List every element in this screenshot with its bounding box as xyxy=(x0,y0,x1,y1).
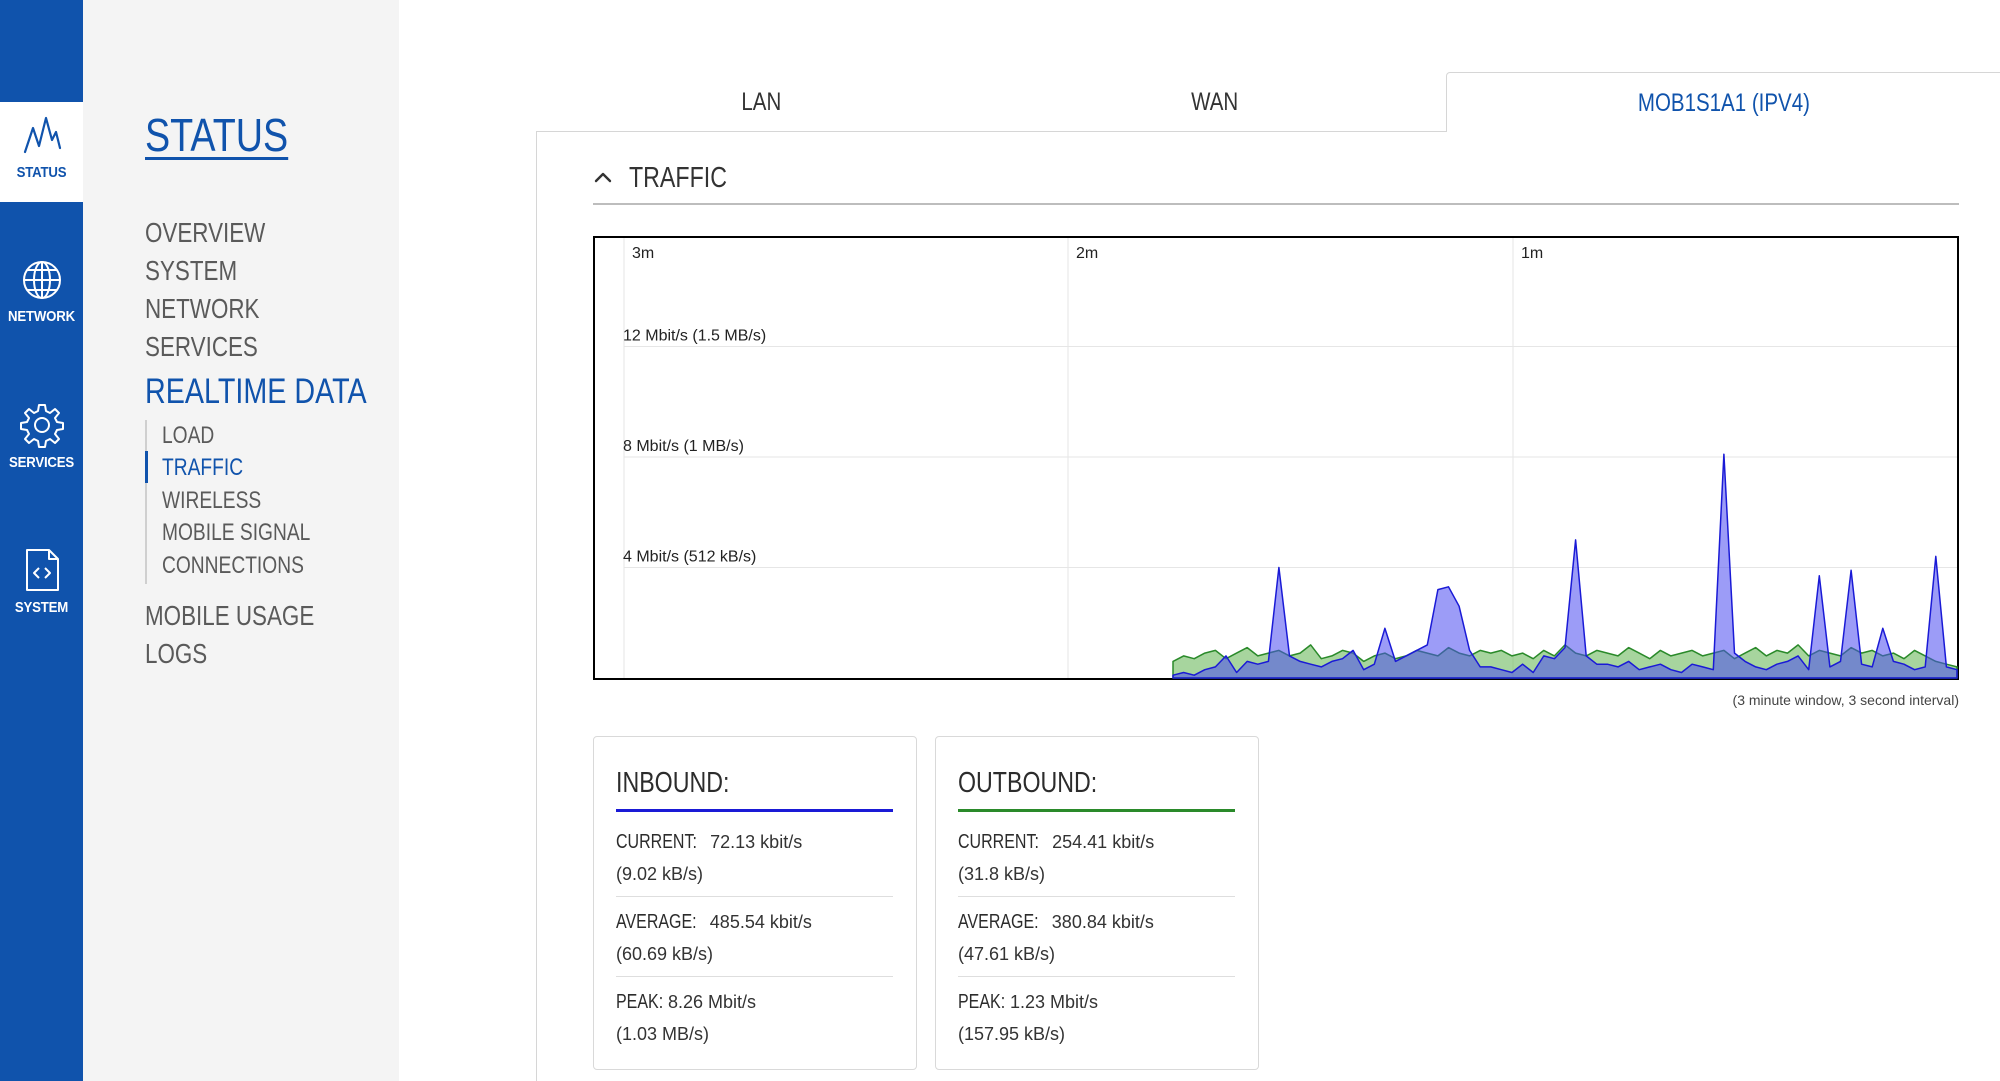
rate-label: 8 Mbit/s (1 MB/s) xyxy=(623,438,744,455)
submenu-item-mobile-signal[interactable]: MOBILE SIGNAL xyxy=(162,519,311,546)
time-label: 2m xyxy=(1076,245,1098,262)
outbound-average: AVERAGE: 380.84 kbit/s (47.61 kB/s) xyxy=(958,911,1235,965)
icon-rail: STATUS NETWORK SERVICES xyxy=(0,0,83,1081)
section-divider xyxy=(593,203,1959,205)
submenu-item-wireless[interactable]: WIRELESS xyxy=(162,487,262,514)
inbound-stats-card: INBOUND: CURRENT: 72.13 kbit/s (9.02 kB/… xyxy=(593,736,917,1070)
rate-label: 12 Mbit/s (1.5 MB/s) xyxy=(623,328,766,345)
inbound-average-value: 485.54 kbit/s xyxy=(709,912,812,932)
outbound-average-label: AVERAGE: xyxy=(958,911,1039,933)
menu-item-network[interactable]: NETWORK xyxy=(145,293,260,324)
rail-item-system[interactable]: SYSTEM xyxy=(0,547,83,657)
inbound-peak-label: PEAK: xyxy=(616,991,664,1013)
outbound-peak: PEAK: 1.23 Mbit/s (157.95 kB/s) xyxy=(958,991,1235,1045)
menu-item-realtime-data[interactable]: REALTIME DATA xyxy=(145,372,367,411)
menu-item-system[interactable]: SYSTEM xyxy=(145,255,238,286)
inbound-title: INBOUND: xyxy=(616,767,730,799)
inbound-average: AVERAGE: 485.54 kbit/s (60.69 kB/s) xyxy=(616,911,893,965)
submenu-item-load[interactable]: LOAD xyxy=(162,422,215,449)
time-label: 3m xyxy=(632,245,654,262)
rail-label-status: STATUS xyxy=(16,164,67,181)
outbound-current-value: 254.41 kbit/s xyxy=(1052,832,1155,852)
outbound-title: OUTBOUND: xyxy=(958,767,1098,799)
rail-item-network[interactable]: NETWORK xyxy=(0,258,83,368)
globe-icon xyxy=(22,261,61,299)
outbound-current-label: CURRENT: xyxy=(958,831,1039,853)
inbound-peak: PEAK: 8.26 Mbit/s (1.03 MB/s) xyxy=(616,991,893,1045)
rate-label: 4 Mbit/s (512 kB/s) xyxy=(623,549,756,566)
gear-icon xyxy=(19,404,64,448)
inbound-current: CURRENT: 72.13 kbit/s (9.02 kB/s) xyxy=(616,831,893,885)
inbound-peak-bytes: (1.03 MB/s) xyxy=(616,1024,710,1044)
rail-label-services: SERVICES xyxy=(8,454,75,471)
inbound-average-label: AVERAGE: xyxy=(616,911,697,933)
outbound-average-bytes: (47.61 kB/s) xyxy=(958,944,1056,964)
tab-wan[interactable]: WAN xyxy=(990,72,1440,132)
sidebar-menu: STATUS OVERVIEW SYSTEM NETWORK SERVICES … xyxy=(83,0,399,1081)
tab-wan-label: WAN xyxy=(1191,88,1239,116)
inbound-peak-value: 8.26 Mbit/s xyxy=(667,992,756,1012)
menu-item-services[interactable]: SERVICES xyxy=(145,331,258,362)
time-label: 1m xyxy=(1521,245,1543,262)
tab-lan-label: LAN xyxy=(741,88,781,116)
inbound-average-bytes: (60.69 kB/s) xyxy=(616,944,714,964)
submenu-active-indicator xyxy=(145,451,148,483)
rail-label-system: SYSTEM xyxy=(14,599,69,616)
outbound-current: CURRENT: 254.41 kbit/s (31.8 kB/s) xyxy=(958,831,1235,885)
code-file-icon xyxy=(25,549,59,591)
inbound-current-value: 72.13 kbit/s xyxy=(710,832,803,852)
rail-item-status[interactable]: STATUS xyxy=(0,114,83,224)
outbound-color-rule xyxy=(958,809,1235,812)
outbound-average-value: 380.84 kbit/s xyxy=(1051,912,1154,932)
tab-mob1s1a1-label: MOB1S1A1 (IPV4) xyxy=(1637,89,1811,117)
rail-item-services[interactable]: SERVICES xyxy=(0,402,83,512)
outbound-peak-bytes: (157.95 kB/s) xyxy=(958,1024,1066,1044)
page-title[interactable]: STATUS xyxy=(145,109,289,161)
tab-lan[interactable]: LAN xyxy=(536,72,986,132)
submenu-guide-line xyxy=(145,420,147,584)
inbound-current-bytes: (9.02 kB/s) xyxy=(616,864,704,884)
chevron-up-icon[interactable] xyxy=(593,170,613,184)
submenu-item-traffic[interactable]: TRAFFIC xyxy=(162,454,244,481)
menu-item-mobile-usage[interactable]: MOBILE USAGE xyxy=(145,600,315,631)
inbound-area xyxy=(1172,453,1958,679)
inbound-current-label: CURRENT: xyxy=(616,831,697,853)
section-title: TRAFFIC xyxy=(629,162,727,194)
submenu-item-connections[interactable]: CONNECTIONS xyxy=(162,552,304,579)
rail-label-network: NETWORK xyxy=(8,308,75,325)
outbound-stats-card: OUTBOUND: CURRENT: 254.41 kbit/s (31.8 k… xyxy=(935,736,1259,1070)
outbound-peak-label: PEAK: xyxy=(958,991,1006,1013)
traffic-graph: 3m 2m 1m 12 Mbit/s (1.5 MB/s) 8 Mbit/s (1 MB… xyxy=(593,236,1959,680)
inbound-color-rule xyxy=(616,809,893,812)
outbound-current-bytes: (31.8 kB/s) xyxy=(958,864,1046,884)
pulse-icon xyxy=(23,116,61,154)
tab-mob1s1a1[interactable]: MOB1S1A1 (IPV4) xyxy=(1446,72,2000,134)
menu-item-overview[interactable]: OVERVIEW xyxy=(145,217,266,248)
graph-caption: (3 minute window, 3 second interval) xyxy=(1732,692,1959,708)
outbound-peak-value: 1.23 Mbit/s xyxy=(1009,992,1098,1012)
menu-item-logs[interactable]: LOGS xyxy=(145,638,208,669)
